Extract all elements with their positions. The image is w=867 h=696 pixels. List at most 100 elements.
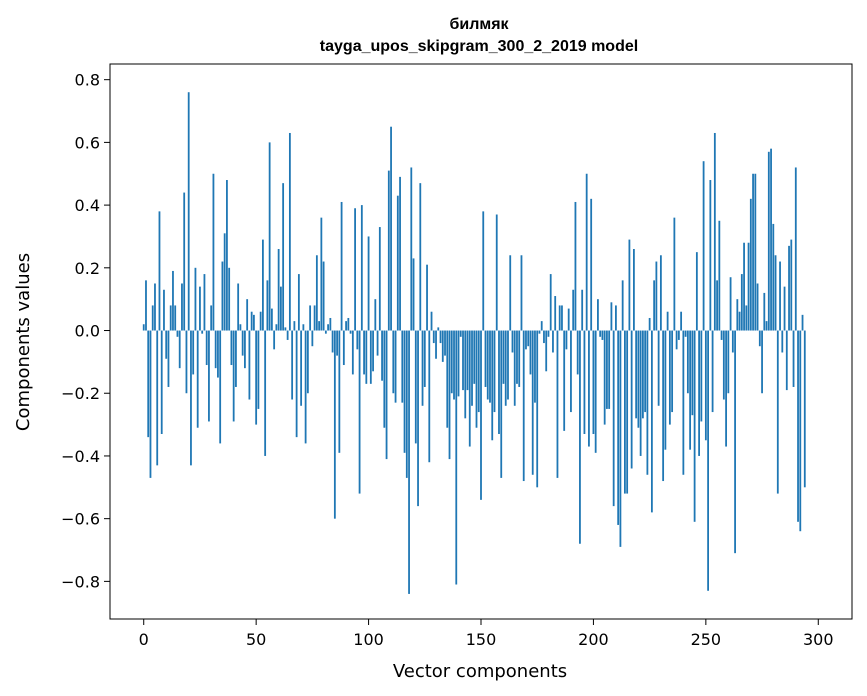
bar-127: [428, 330, 431, 463]
bar-261: [729, 277, 732, 331]
bar-185: [558, 305, 561, 331]
bar-234: [668, 330, 671, 425]
bar-160: [502, 330, 505, 384]
y-tick-label-1: −0.6: [61, 510, 100, 529]
bar-72: [304, 330, 307, 444]
bar-205: [603, 330, 606, 425]
bar-243: [689, 330, 692, 450]
y-tick-label-3: −0.2: [61, 384, 100, 403]
bar-149: [477, 330, 480, 413]
bar-38: [228, 267, 231, 331]
bar-163: [509, 255, 512, 331]
bar-275: [761, 330, 763, 394]
bar-135: [446, 330, 449, 428]
bar-161: [504, 330, 507, 406]
bar-200: [592, 330, 595, 434]
bar-173: [531, 330, 534, 475]
bar-69: [297, 274, 300, 331]
bar-82: [327, 324, 329, 331]
bar-144: [466, 330, 469, 391]
bar-32: [214, 330, 217, 369]
bar-35: [221, 261, 224, 331]
bar-242: [686, 330, 689, 394]
bar-131: [437, 327, 440, 331]
bar-65: [288, 132, 291, 331]
bar-37: [226, 180, 228, 331]
bar-202: [597, 299, 599, 331]
chart-title: билмяк: [449, 16, 509, 33]
bar-165: [513, 330, 516, 406]
bar-42: [237, 283, 240, 331]
bar-110: [390, 126, 392, 331]
bar-229: [657, 330, 660, 406]
bar-190: [570, 330, 572, 413]
bar-57: [270, 308, 273, 331]
bar-44: [241, 330, 244, 356]
bar-156: [493, 330, 496, 413]
bar-87: [338, 330, 341, 453]
bar-1: [145, 280, 147, 331]
bar-102: [372, 330, 374, 372]
bar-106: [381, 330, 383, 381]
bar-128: [430, 311, 433, 331]
y-tick-label-7: 0.6: [75, 133, 100, 152]
bar-18: [183, 192, 186, 331]
bar-188: [565, 330, 568, 350]
bar-254: [713, 132, 716, 331]
bar-118: [408, 330, 410, 594]
bar-133: [441, 330, 444, 362]
bar-70: [300, 330, 303, 406]
bar-231: [662, 330, 665, 482]
bar-192: [574, 201, 577, 331]
bar-36: [223, 233, 226, 331]
bar-206: [606, 330, 608, 409]
bar-207: [608, 330, 611, 409]
x-tick-label-300: 300: [803, 630, 834, 649]
bar-6: [156, 330, 159, 466]
bar-213: [621, 280, 624, 331]
bar-52: [259, 311, 262, 331]
bar-224: [646, 330, 649, 475]
bar-268: [745, 305, 748, 331]
bar-217: [630, 330, 633, 469]
bar-159: [500, 330, 503, 478]
bar-265: [738, 311, 741, 331]
bar-204: [601, 330, 604, 340]
bar-134: [444, 330, 446, 356]
x-tick-label-100: 100: [353, 630, 384, 649]
bar-56: [268, 142, 271, 331]
bar-97: [360, 205, 363, 331]
bar-40: [232, 330, 235, 422]
bar-143: [464, 330, 467, 419]
bar-284: [781, 330, 784, 353]
bar-123: [419, 183, 422, 331]
bar-227: [653, 280, 656, 331]
bar-138: [453, 330, 455, 400]
bar-58: [273, 330, 276, 350]
x-tick-label-250: 250: [691, 630, 722, 649]
bar-25: [199, 286, 201, 331]
bar-187: [563, 330, 566, 431]
bar-50: [255, 330, 258, 425]
bar-101: [369, 330, 372, 384]
bar-98: [363, 330, 365, 375]
bar-24: [196, 330, 199, 428]
bar-71: [302, 324, 305, 331]
bar-11: [167, 330, 170, 387]
bar-30: [210, 305, 213, 331]
bar-7: [158, 211, 161, 331]
x-tick-label-50: 50: [246, 630, 266, 649]
bar-139: [455, 330, 458, 585]
bar-74: [309, 305, 312, 331]
bar-280: [772, 223, 775, 331]
bar-94: [354, 208, 356, 331]
bar-209: [612, 330, 615, 507]
bar-8: [160, 330, 163, 434]
bar-293: [801, 314, 804, 331]
bar-270: [749, 198, 752, 331]
bar-238: [677, 330, 680, 340]
bar-245: [693, 330, 696, 522]
bar-88: [340, 201, 343, 331]
bar-223: [644, 330, 647, 413]
bar-232: [664, 330, 667, 450]
